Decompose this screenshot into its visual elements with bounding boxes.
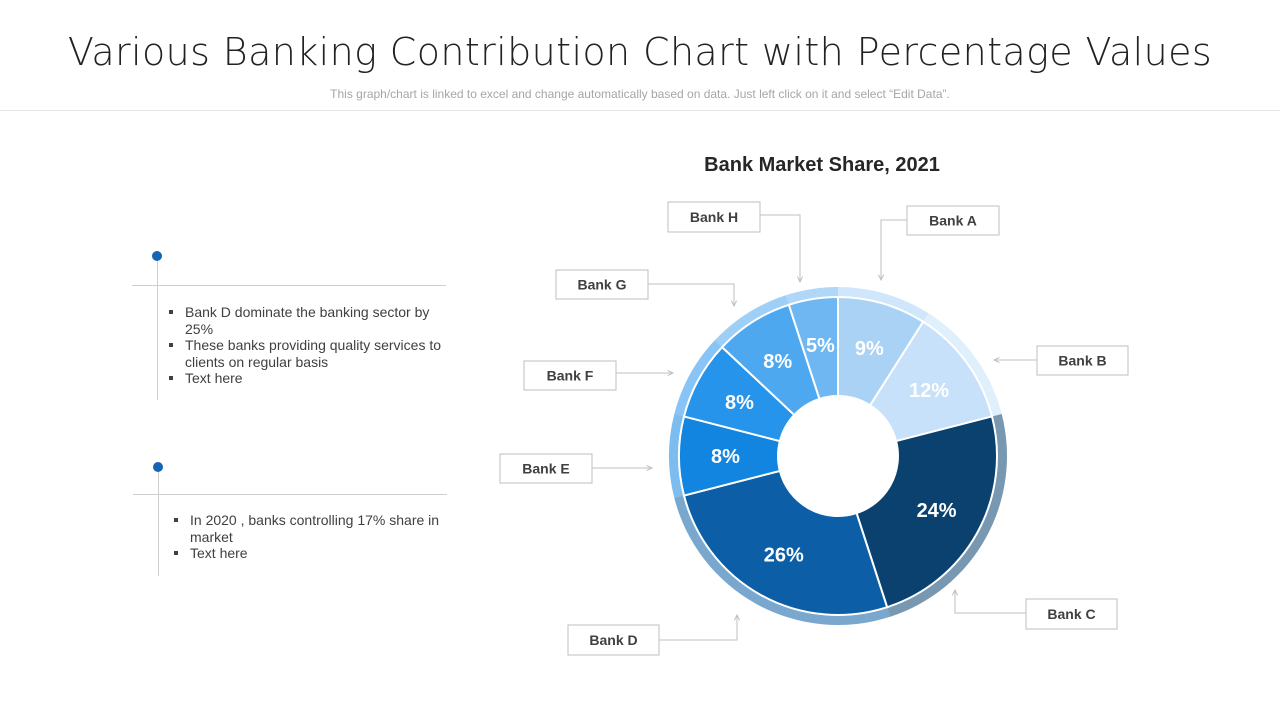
note-bullet: Bank D dominate the banking sector by 25… — [167, 304, 452, 337]
note-divider — [132, 285, 446, 286]
slice-value-label: 8% — [763, 351, 792, 373]
slice-value-label: 8% — [725, 392, 754, 414]
callout-arrowhead — [667, 369, 675, 377]
callout-label: Bank C — [1047, 606, 1095, 622]
note-bullet: These banks providing quality services t… — [167, 337, 452, 370]
callout-label: Bank D — [589, 632, 637, 648]
slice-value-label: 9% — [855, 338, 884, 360]
note-divider — [133, 494, 447, 495]
callout-arrowhead — [992, 356, 1000, 364]
callout-label: Bank F — [547, 368, 594, 384]
callout-label: Bank E — [522, 461, 569, 477]
timeline-dot — [153, 462, 163, 472]
callout-label: Bank B — [1058, 353, 1106, 369]
slice-value-label: 8% — [711, 446, 740, 468]
slice-value-label: 24% — [917, 500, 957, 522]
callout-arrowhead — [951, 588, 959, 596]
page-title: Various Banking Contribution Chart with … — [67, 30, 1213, 74]
callout-box-bank-g — [555, 269, 649, 300]
callout-arrowhead — [796, 276, 804, 284]
page-subtitle: This graph/chart is linked to excel and … — [330, 87, 950, 101]
callout-arrowhead — [733, 613, 741, 621]
callout-leader-line — [954, 590, 1026, 614]
callout-box-bank-b — [1036, 345, 1129, 376]
slice-value-label: 12% — [909, 380, 949, 402]
note-bullet: Text here — [172, 545, 452, 562]
callout-leader-line — [648, 283, 735, 306]
callout-label: Bank A — [929, 213, 977, 229]
note-bullet-list: Bank D dominate the banking sector by 25… — [167, 304, 452, 387]
callout-arrowhead — [877, 274, 885, 282]
chart-title: Bank Market Share, 2021 — [704, 154, 940, 176]
timeline-line — [158, 472, 159, 576]
callout-label: Bank G — [577, 277, 626, 293]
callout-leader-line — [659, 615, 738, 641]
timeline-dot — [152, 251, 162, 261]
note-bullet-list: In 2020 , banks controlling 17% share in… — [172, 512, 452, 562]
slice-value-label: 5% — [806, 335, 835, 357]
donut-hole — [778, 396, 898, 516]
note-bullet: In 2020 , banks controlling 17% share in… — [172, 512, 452, 545]
callout-box-bank-d — [567, 624, 660, 656]
callout-box-bank-a — [906, 205, 1000, 236]
note-bullet: Text here — [167, 370, 452, 387]
callout-label: Bank H — [690, 209, 738, 225]
timeline-line — [157, 261, 158, 400]
callout-arrowhead — [730, 300, 738, 308]
header-divider — [0, 110, 1280, 111]
callout-arrowhead — [646, 464, 654, 472]
callout-leader-line — [760, 214, 801, 282]
callout-leader-line — [880, 219, 907, 280]
callout-box-bank-c — [1025, 598, 1118, 630]
callout-box-bank-e — [499, 453, 593, 484]
slice-value-label: 26% — [764, 545, 804, 567]
callout-box-bank-h — [667, 201, 761, 233]
callout-box-bank-f — [523, 360, 617, 391]
